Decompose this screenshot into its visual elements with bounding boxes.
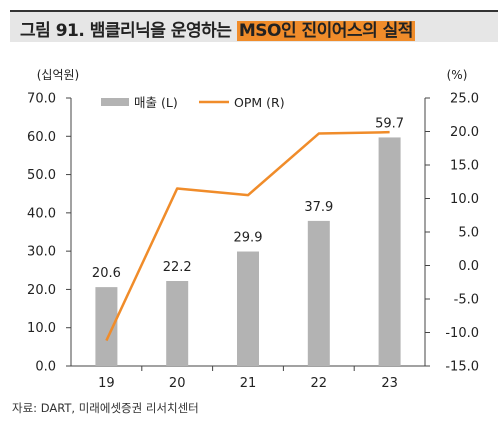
source-note: 자료: DART, 미래에셋증권 리서치센터 — [12, 401, 199, 415]
bar-value-label: 59.7 — [375, 116, 404, 131]
left-tick-label: 10.0 — [27, 321, 56, 336]
right-tick-label: 25.0 — [450, 92, 479, 107]
bar-value-label: 29.9 — [234, 231, 263, 246]
right-tick-label: -10.0 — [445, 326, 479, 341]
title-bar: 그림 91. 뱀클리닉을 운영하는 MSO인 진이어스의 실적 — [10, 10, 498, 42]
right-tick-label: 15.0 — [450, 159, 479, 174]
x-tick-label: 19 — [98, 376, 115, 391]
bar-revenue — [307, 220, 330, 366]
right-tick-label: -5.0 — [454, 293, 479, 308]
bar-revenue — [237, 251, 259, 366]
left-tick-label: 60.0 — [27, 130, 56, 145]
right-axis-unit: (%) — [447, 68, 468, 82]
x-tick-label: 21 — [240, 376, 257, 391]
bar-value-label: 20.6 — [92, 266, 121, 281]
x-tick-label: 20 — [169, 376, 186, 391]
bar-value-label: 37.9 — [304, 200, 333, 215]
bar-revenue — [378, 137, 401, 366]
left-tick-label: 50.0 — [27, 168, 56, 183]
bar-revenue — [95, 287, 118, 366]
right-tick-label: 10.0 — [450, 192, 479, 207]
bar-revenue — [166, 281, 189, 366]
left-tick-label: 30.0 — [27, 245, 56, 260]
title-highlight: MSO인 진이어스의 실적 — [236, 21, 415, 41]
x-tick-label: 22 — [311, 376, 328, 391]
left-tick-label: 70.0 — [27, 92, 56, 107]
right-tick-label: -15.0 — [445, 360, 479, 375]
right-tick-label: 5.0 — [458, 226, 479, 241]
left-tick-label: 0.0 — [35, 360, 56, 375]
title-prefix: 그림 91. 뱀클리닉을 운영하는 — [20, 21, 237, 41]
left-axis-unit: (십억원) — [37, 68, 79, 82]
figure-title: 그림 91. 뱀클리닉을 운영하는 MSO인 진이어스의 실적 — [20, 16, 415, 41]
legend-label-opm: OPM (R) — [234, 95, 285, 110]
x-tick-label: 23 — [381, 376, 398, 391]
bar-value-label: 22.2 — [163, 260, 192, 275]
legend-label-revenue: 매출 (L) — [134, 95, 178, 110]
left-tick-label: 20.0 — [27, 283, 56, 298]
right-tick-label: 0.0 — [458, 259, 479, 274]
right-tick-label: 20.0 — [450, 125, 479, 140]
left-tick-label: 40.0 — [27, 206, 56, 221]
legend-swatch-revenue — [101, 98, 129, 106]
